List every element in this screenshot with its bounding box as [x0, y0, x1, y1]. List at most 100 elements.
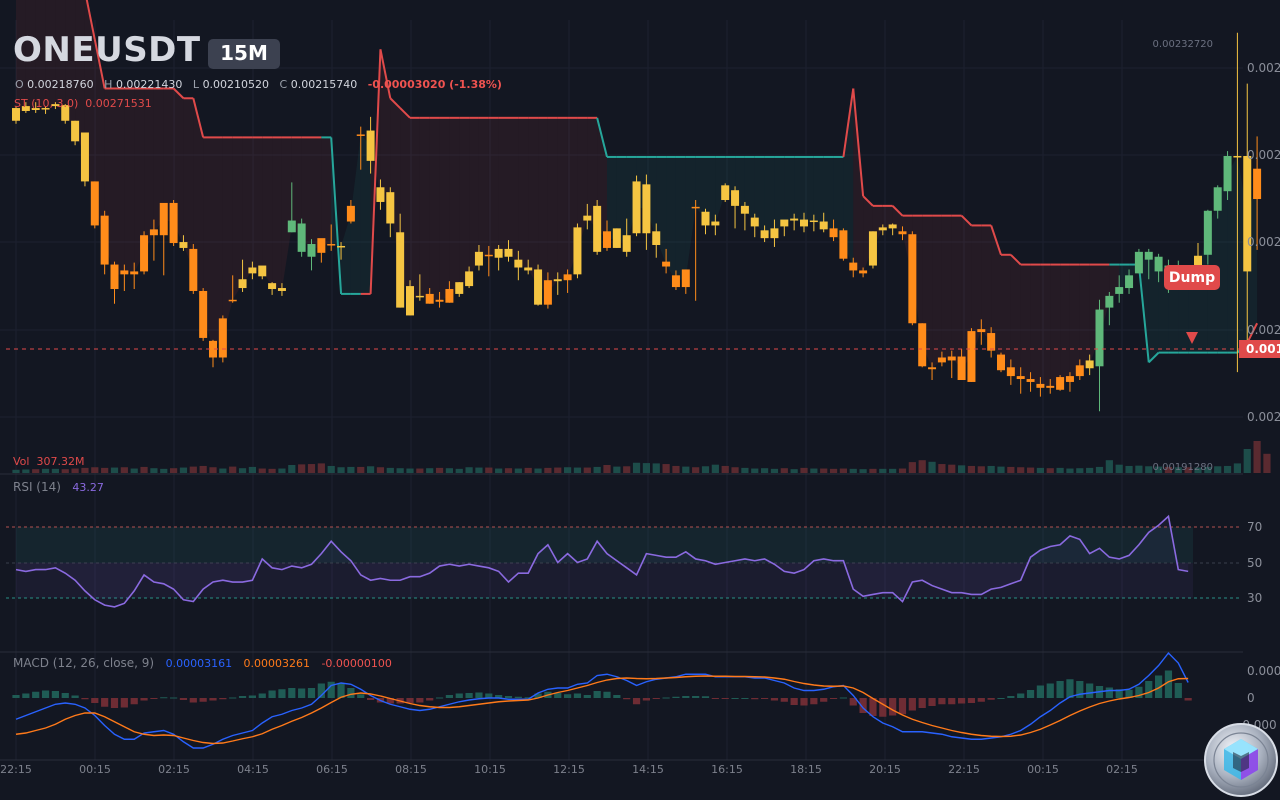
supertrend-fill-segment — [459, 117, 470, 289]
macd-histogram-bar — [692, 696, 700, 698]
macd-histogram-bar — [948, 698, 956, 705]
candle-body — [819, 221, 828, 230]
time-tick-label: 22:15 — [948, 763, 980, 776]
candle — [287, 182, 296, 233]
candle — [721, 183, 730, 202]
candle — [908, 231, 917, 326]
macd-histogram-bar — [662, 697, 670, 699]
macd-histogram-bar — [258, 693, 266, 698]
macd-histogram-bar — [120, 698, 128, 708]
volume-bar — [179, 467, 188, 473]
dump-annotation[interactable]: Dump — [1164, 265, 1220, 344]
candle — [41, 106, 50, 114]
supertrend-fill-segment — [183, 98, 194, 270]
candle-body — [159, 202, 168, 236]
candle-body — [898, 231, 907, 235]
candle-body — [1075, 365, 1084, 377]
candle-body — [41, 108, 50, 110]
macd-histogram-bar — [987, 698, 995, 700]
candle — [346, 200, 355, 224]
candle — [1154, 253, 1163, 283]
macd-histogram-bar — [829, 698, 838, 699]
candle — [1115, 275, 1124, 303]
candle — [218, 315, 227, 363]
supertrend-fill-segment — [557, 117, 568, 281]
volume-bar — [238, 468, 247, 473]
supertrend-value: 0.00271531 — [85, 97, 152, 110]
volume-bar — [229, 466, 237, 473]
supertrend-fill-segment — [823, 156, 834, 233]
candle-body — [435, 299, 444, 302]
candle — [1075, 359, 1084, 380]
macd-histogram-bar — [849, 698, 857, 706]
volume-bar — [386, 467, 394, 473]
volume-bar — [248, 466, 256, 473]
macd-histogram-bar — [1046, 683, 1054, 698]
supertrend-fill-segment — [410, 117, 420, 301]
supertrend-fill-segment — [675, 156, 686, 282]
volume-bar — [889, 468, 897, 473]
supertrend-fill-segment — [45, 0, 56, 109]
rsi-legend: RSI (14) 43.27 — [13, 480, 104, 494]
volume-bar — [958, 465, 966, 473]
macd-value: 0.00003161 — [165, 657, 233, 670]
low-label: L — [192, 78, 200, 91]
supertrend-fill-segment — [941, 215, 952, 360]
volume-bar — [593, 466, 601, 473]
macd-histogram-bar — [1076, 681, 1084, 698]
macd-histogram-bar — [672, 696, 680, 698]
candle — [317, 238, 326, 263]
time-tick-label: 06:15 — [316, 763, 348, 776]
change-value: -0.00003020 (-1.38%) — [367, 78, 502, 91]
volume-bar — [465, 467, 473, 473]
volume-bar — [1036, 467, 1044, 473]
candle — [396, 213, 405, 308]
candle — [1253, 136, 1262, 250]
volume-bar — [1155, 466, 1163, 473]
timeframe-badge[interactable]: 15M — [208, 39, 280, 69]
candle — [474, 245, 483, 271]
volume-bar — [770, 468, 779, 473]
supertrend-fill-segment — [547, 117, 558, 293]
time-tick-label: 22:15 — [0, 763, 32, 776]
supertrend-fill-segment — [843, 88, 854, 267]
candle — [1203, 209, 1212, 265]
price-tick-label: 0.002 — [1247, 235, 1280, 249]
volume-bar — [554, 467, 562, 473]
candle-body — [1144, 251, 1153, 260]
supertrend-fill-segment — [1178, 274, 1189, 353]
candle-body — [1085, 360, 1094, 369]
supertrend-fill-segment — [518, 117, 529, 269]
supertrend-fill-segment — [666, 156, 676, 282]
candle — [356, 126, 365, 170]
supertrend-fill-segment — [144, 88, 154, 254]
candle-body — [721, 185, 730, 200]
supertrend-fill-segment — [478, 117, 489, 259]
volume-bar — [1263, 453, 1271, 473]
high-marker-label: 0.00232720 — [1153, 39, 1213, 50]
candle — [1095, 299, 1104, 412]
macd-histogram-bar — [465, 693, 473, 698]
supertrend-fill-segment — [1069, 264, 1080, 380]
candle-body — [977, 329, 986, 333]
macd-histogram-bar — [898, 698, 907, 715]
macd-histogram-bar — [1174, 683, 1182, 698]
candle-body — [740, 205, 749, 214]
volume-bar — [298, 464, 306, 473]
volume-bars — [12, 441, 1271, 473]
volume-bar — [347, 466, 355, 473]
supertrend-fill-segment — [1010, 254, 1021, 378]
candle-body — [51, 104, 60, 107]
harmony-one-logo-icon — [1204, 723, 1278, 797]
volume-bar — [967, 465, 976, 473]
macd-histogram-bar — [780, 698, 788, 702]
macd-histogram-bar — [790, 698, 798, 705]
price-axis: 0.002 0.002 0.002 0.002 0.002 — [1247, 61, 1280, 424]
candle-body — [868, 231, 877, 266]
macd-histogram-bar — [741, 698, 749, 699]
candle — [800, 212, 808, 233]
candle — [701, 208, 710, 235]
ohlc-legend: O 0.00218760 H 0.00221430 L 0.00210520 C… — [15, 78, 502, 91]
candle-body — [90, 181, 99, 226]
